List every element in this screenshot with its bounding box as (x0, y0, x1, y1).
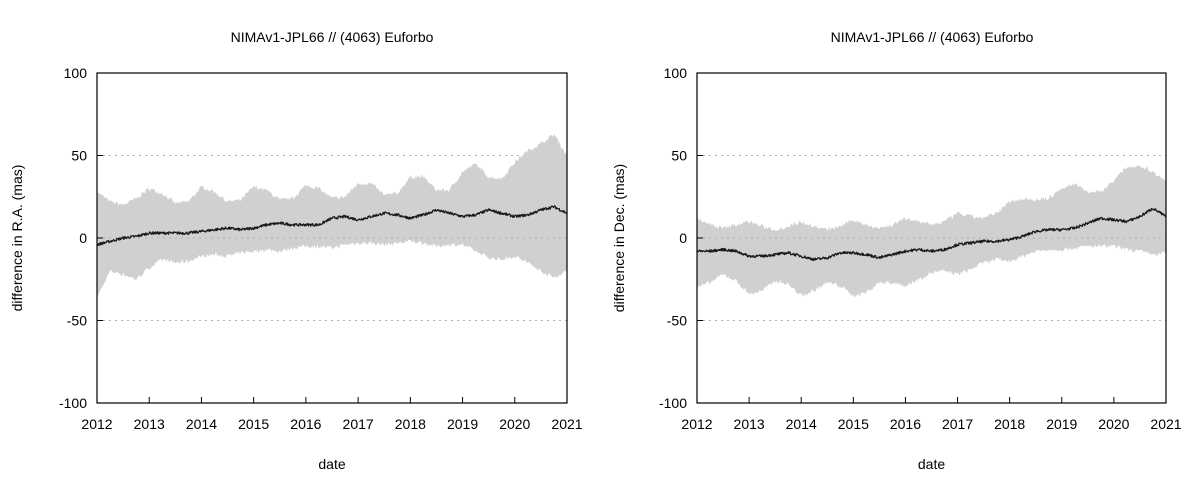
y-tick-label: -50 (667, 313, 687, 329)
y-axis-label: difference in R.A. (mas) (9, 165, 25, 312)
y-tick-label: 50 (671, 148, 687, 164)
x-tick-label: 2017 (343, 416, 374, 432)
x-tick-label: 2014 (786, 416, 817, 432)
x-tick-label: 2015 (838, 416, 869, 432)
x-tick-label: 2016 (890, 416, 921, 432)
difference-series-line (696, 207, 1167, 262)
x-axis-label: date (918, 456, 945, 472)
x-tick-label: 2018 (994, 416, 1025, 432)
y-tick-label: 50 (71, 148, 87, 164)
y-tick-label: 100 (64, 65, 88, 81)
x-tick-label: 2017 (942, 416, 973, 432)
x-tick-label: 2012 (81, 416, 112, 432)
difference-series-line (96, 205, 568, 247)
x-tick-label: 2020 (499, 416, 530, 432)
ra-difference-chart: NIMAv1-JPL66 // (4063) Euforbo -100 -50 0 50… (9, 29, 583, 472)
y-tick-label: -100 (659, 395, 687, 411)
y-tick-label: 0 (79, 230, 87, 246)
x-tick-label: 2013 (734, 416, 765, 432)
x-tick-label: 2021 (551, 416, 582, 432)
x-tick-label: 2014 (186, 416, 217, 432)
y-tick-label: 100 (664, 65, 688, 81)
uncertainty-band (97, 134, 567, 297)
x-tick-label: 2012 (681, 416, 712, 432)
y-tick-label: -100 (59, 395, 87, 411)
x-axis-label: date (318, 456, 345, 472)
x-tick-label: 2019 (447, 416, 478, 432)
y-tick-label: -50 (67, 313, 87, 329)
x-tick-label: 2021 (1150, 416, 1181, 432)
uncertainty-band (697, 165, 1166, 298)
x-tick-label: 2019 (1046, 416, 1077, 432)
y-tick-label: 0 (679, 230, 687, 246)
chart-title: NIMAv1-JPL66 // (4063) Euforbo (231, 29, 434, 45)
x-tick-label: 2013 (134, 416, 165, 432)
dec-difference-chart: NIMAv1-JPL66 // (4063) Euforbo -100 -50 0 50… (611, 29, 1182, 472)
x-tick-label: 2020 (1098, 416, 1129, 432)
x-tick-label: 2018 (395, 416, 426, 432)
chart-title: NIMAv1-JPL66 // (4063) Euforbo (831, 29, 1034, 45)
x-tick-label: 2016 (290, 416, 321, 432)
x-tick-label: 2015 (238, 416, 269, 432)
y-axis-label: difference in Dec. (mas) (611, 164, 627, 312)
